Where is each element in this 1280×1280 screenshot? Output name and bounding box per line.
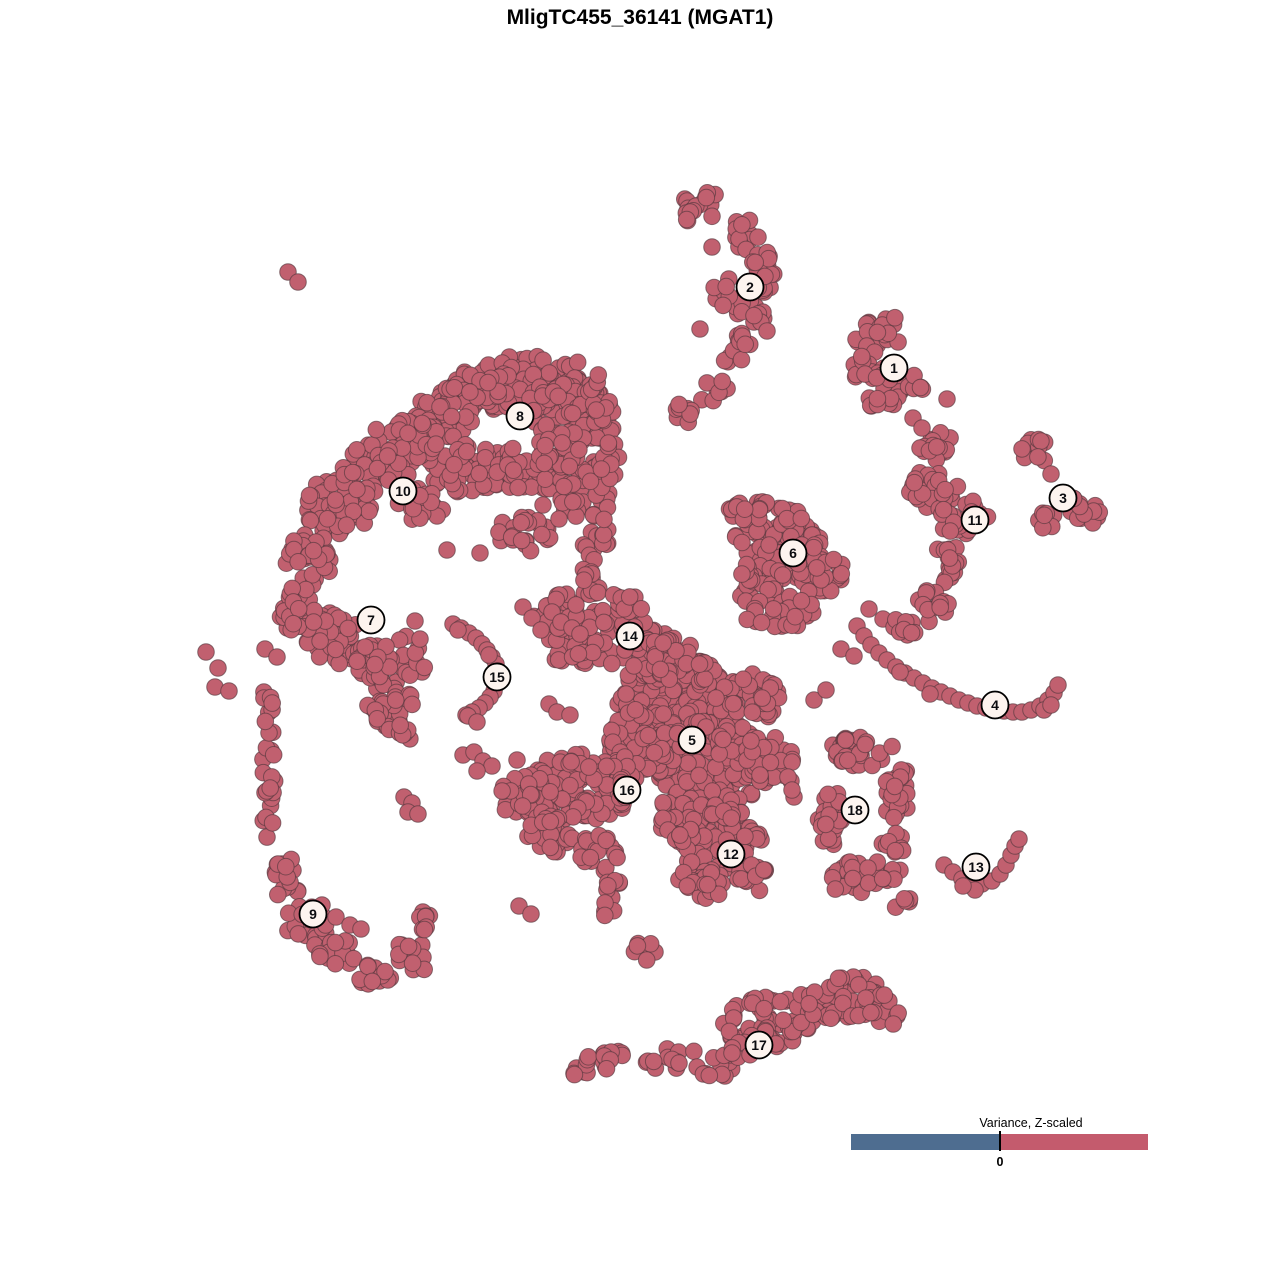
cluster-label-15: 15 [482, 662, 512, 692]
legend-negative-bar [851, 1134, 1000, 1150]
svg-text:7: 7 [367, 612, 375, 628]
cluster-label-2: 2 [735, 272, 765, 302]
cluster-label-10: 10 [388, 476, 418, 506]
chart-title: MligTC455_36141 (MGAT1) [506, 6, 774, 29]
cluster-label-3: 3 [1048, 483, 1078, 513]
svg-text:18: 18 [847, 802, 863, 818]
cluster-label-17: 17 [744, 1030, 774, 1060]
cluster-14-points [514, 585, 723, 691]
cluster-10-points [271, 411, 452, 639]
svg-text:3: 3 [1059, 490, 1067, 506]
svg-text:8: 8 [516, 408, 524, 424]
cluster-label-11: 11 [960, 505, 990, 535]
cluster-label-4: 4 [980, 690, 1010, 720]
cluster-16-points [493, 745, 664, 969]
cluster-3-points [1013, 430, 1109, 537]
cluster-label-13: 13 [961, 852, 991, 882]
points-layer [197, 184, 1109, 1085]
cluster-6-points [720, 493, 903, 636]
svg-text:10: 10 [395, 483, 411, 499]
cluster-7-points [298, 604, 434, 748]
cluster-18-points [751, 728, 919, 917]
svg-text:17: 17 [751, 1037, 767, 1053]
cluster-label-7: 7 [356, 605, 386, 635]
cluster-17-points [565, 968, 908, 1085]
svg-text:1: 1 [890, 360, 898, 376]
cluster-label-8: 8 [505, 401, 535, 431]
cluster-2-points [279, 184, 783, 432]
legend-zero-label: 0 [997, 1155, 1004, 1169]
cluster-label-18: 18 [840, 795, 870, 825]
svg-text:5: 5 [688, 732, 696, 748]
svg-text:11: 11 [968, 512, 983, 528]
cluster-label-12: 12 [716, 839, 746, 869]
svg-text:2: 2 [746, 279, 754, 295]
svg-text:6: 6 [789, 545, 797, 561]
cluster-8-points [401, 347, 628, 604]
svg-text:4: 4 [991, 697, 999, 713]
cluster-label-5: 5 [677, 725, 707, 755]
color-legend: Variance, Z-scaled 0 [851, 1116, 1148, 1169]
cluster-label-9: 9 [298, 899, 328, 929]
cluster-label-1: 1 [879, 353, 909, 383]
legend-positive-bar [1000, 1134, 1148, 1150]
cluster-4-points [848, 617, 1067, 721]
svg-text:12: 12 [723, 846, 739, 862]
svg-text:13: 13 [968, 859, 984, 875]
svg-text:16: 16 [619, 782, 635, 798]
svg-text:15: 15 [489, 669, 505, 685]
cluster-label-6: 6 [778, 538, 808, 568]
cluster-label-14: 14 [615, 621, 645, 651]
svg-text:14: 14 [622, 628, 638, 644]
svg-text:9: 9 [309, 906, 317, 922]
cluster-9-points [197, 640, 439, 993]
legend-title: Variance, Z-scaled [979, 1116, 1082, 1130]
cluster-label-16: 16 [612, 775, 642, 805]
cluster-1-points [845, 308, 956, 415]
cluster-12-points [666, 802, 775, 908]
cluster-strays-points [395, 707, 526, 823]
